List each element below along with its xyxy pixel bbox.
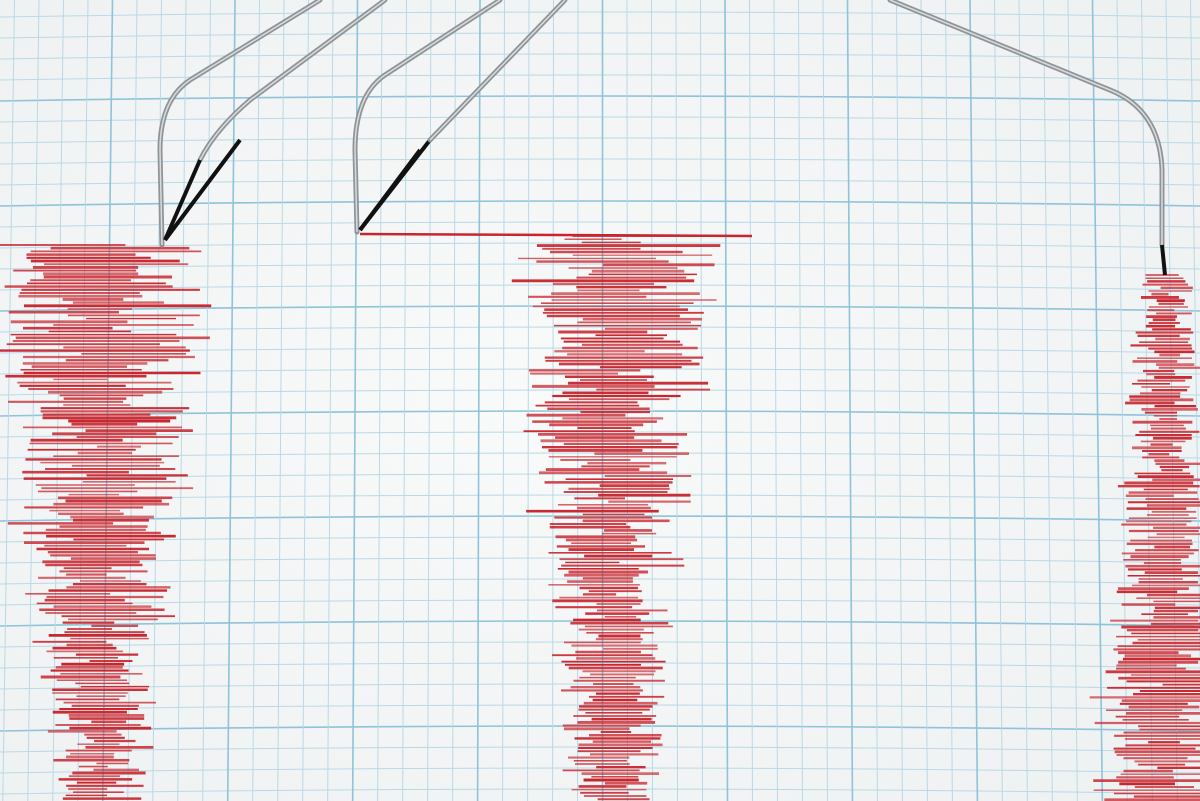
- grid-line-vertical: [846, 0, 854, 801]
- grid-line-vertical: [798, 0, 803, 801]
- grid-line-vertical: [969, 0, 979, 801]
- grid-line-vertical: [552, 0, 554, 801]
- grid-line-vertical: [675, 0, 679, 801]
- grid-line-vertical: [1116, 0, 1128, 801]
- seismic-traces: [0, 232, 1200, 801]
- needle-right-shadow: [1160, 244, 1167, 276]
- grid-line-vertical: [452, 0, 456, 801]
- grid-line-vertical: [476, 0, 481, 801]
- needle-right-highlight: [889, 0, 1163, 245]
- grid-line-horizontal: [0, 137, 1200, 144]
- recording-needles: [157, 0, 1167, 276]
- grid-line-vertical: [1091, 0, 1104, 801]
- grid-line-vertical: [427, 0, 432, 801]
- grid-line-vertical: [527, 0, 530, 801]
- grid-line-vertical: [896, 0, 903, 801]
- grid-line-vertical: [773, 0, 778, 801]
- grid-line-vertical: [724, 0, 729, 801]
- grid-line-horizontal: [0, 515, 1200, 522]
- grid-line-horizontal: [0, 263, 1200, 270]
- grid-line-horizontal: [0, 746, 1200, 753]
- grid-line-vertical: [127, 0, 138, 801]
- grid-line-horizontal: [0, 11, 1200, 18]
- grid-line-vertical: [822, 0, 828, 801]
- grid-line-vertical: [202, 0, 211, 801]
- grid-line-vertical: [302, 0, 309, 801]
- grid-line-horizontal: [0, 179, 1200, 186]
- trace-baseline-middle: [359, 232, 753, 238]
- needle-left-highlight: [159, 0, 321, 246]
- grid-line-horizontal: [0, 95, 1200, 102]
- grid-line-vertical: [226, 0, 236, 801]
- grid-line-horizontal: [0, 116, 1200, 123]
- grid-line-horizontal: [0, 200, 1200, 207]
- grid-line-vertical: [277, 0, 285, 801]
- needle-middle-highlight: [354, 0, 501, 233]
- grid-line-vertical: [1190, 0, 1200, 679]
- grid-line-vertical: [920, 0, 928, 801]
- grid-line-horizontal: [0, 158, 1200, 165]
- grid-line-horizontal: [0, 704, 1200, 711]
- grid-line-vertical: [327, 0, 334, 801]
- grid-line-vertical: [502, 0, 505, 801]
- grid-line-horizontal: [0, 74, 1200, 81]
- needle-left-arm-highlight: [199, 0, 386, 161]
- grid-line-horizontal: [0, 557, 1200, 564]
- grid-line-vertical: [945, 0, 953, 801]
- grid-line-horizontal: [0, 662, 1200, 669]
- grid-line-vertical: [27, 0, 40, 801]
- grid-line-vertical: [1043, 0, 1053, 801]
- grid-line-vertical: [177, 0, 187, 801]
- grid-line-vertical: [252, 0, 260, 801]
- grid-line-vertical: [52, 0, 64, 801]
- needle-left-shadow: [163, 138, 242, 242]
- grid-line-horizontal: [0, 32, 1200, 39]
- grid-line-vertical: [2, 0, 15, 801]
- grid-line-vertical: [871, 0, 878, 801]
- grid-line-vertical: [700, 0, 704, 801]
- grid-line-vertical: [1067, 0, 1078, 801]
- grid-line-vertical: [1018, 0, 1028, 801]
- grid-line-vertical: [749, 0, 753, 801]
- grid-line-vertical: [402, 0, 407, 801]
- needle-middle-arm-shadow: [358, 148, 422, 232]
- needle-middle-arm-highlight: [429, 0, 566, 141]
- grid-line-vertical: [377, 0, 383, 801]
- needle-left-arm-shadow: [163, 159, 202, 241]
- grid-line-vertical: [994, 0, 1003, 801]
